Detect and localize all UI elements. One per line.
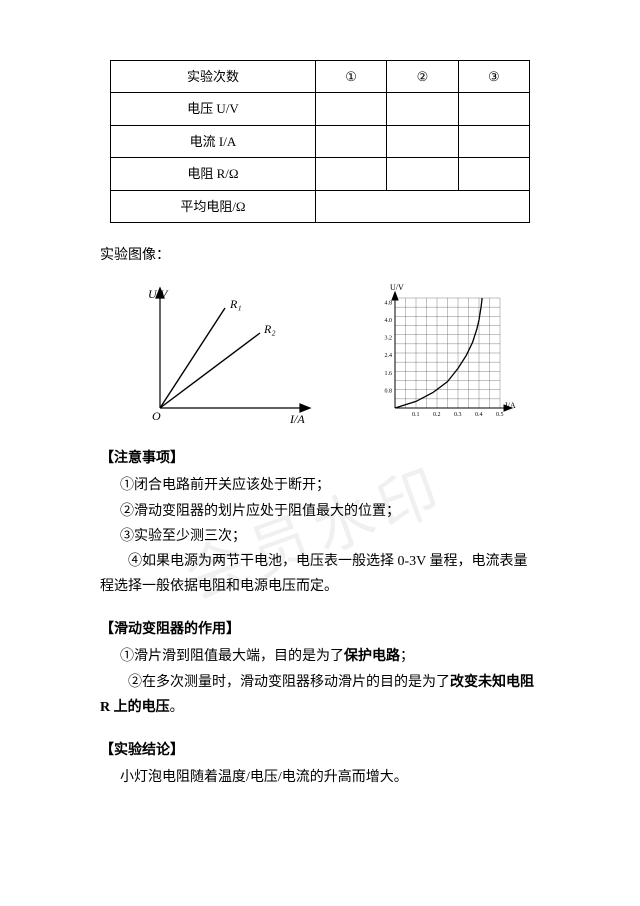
cell <box>458 93 529 125</box>
cell <box>458 158 529 190</box>
row-label: 电压 U/V <box>111 93 316 125</box>
row-label: 电阻 R/Ω <box>111 158 316 190</box>
col-header: ③ <box>458 61 529 93</box>
col-header: ② <box>387 61 458 93</box>
table-row: 电压 U/V <box>111 93 530 125</box>
text: ②在多次测量时，滑动变阻器移动滑片的目的是为了 <box>128 675 450 690</box>
x-axis-label: I/A <box>289 412 305 426</box>
image-section-label: 实验图像： <box>100 243 570 268</box>
col-header: 实验次数 <box>111 61 316 93</box>
row-label: 平均电阻/Ω <box>111 190 316 222</box>
svg-text:0.1: 0.1 <box>412 412 420 418</box>
cell <box>315 93 386 125</box>
line2-label: R₂ <box>263 322 276 336</box>
conclusion-text: 小灯泡电阻随着温度/电压/电流的升高而增大。 <box>120 765 570 790</box>
svg-text:0.8: 0.8 <box>385 389 393 395</box>
origin-label: O <box>152 409 161 423</box>
col-header: ① <box>315 61 386 93</box>
rheostat-heading: 【滑动变阻器的作用】 <box>100 617 570 642</box>
ui-line-chart: U/V I/A O R₁ R₂ <box>130 278 320 428</box>
bold-text: 保护电路 <box>344 649 400 664</box>
rheostat-item: ②在多次测量时，滑动变阻器移动滑片的目的是为了改变未知电阻 R 上的电压。 <box>100 670 540 720</box>
line1-label: R₁ <box>229 297 242 311</box>
text: 。 <box>170 700 184 715</box>
rheostat-item: ①滑片滑到阻值最大端，目的是为了保护电路； <box>120 644 570 669</box>
cell <box>387 93 458 125</box>
svg-text:0.4: 0.4 <box>475 412 483 418</box>
cell <box>458 125 529 157</box>
ui-grid-chart: U/V I/A 0.10.20.30.40.5 0.81.62.43.24.04… <box>360 278 520 428</box>
svg-text:1.6: 1.6 <box>385 371 393 377</box>
svg-text:4.0: 4.0 <box>385 318 393 324</box>
note-item: ④如果电源为两节干电池，电压表一般选择 0-3V 量程，电流表量程选择一般依据电… <box>100 549 540 599</box>
svg-text:2.4: 2.4 <box>385 353 393 359</box>
svg-text:3.2: 3.2 <box>385 336 393 342</box>
note-item: ②滑动变阻器的划片应处于阻值最大的位置； <box>120 499 570 524</box>
y-axis-label: U/V <box>390 283 404 292</box>
y-axis-label: U/V <box>148 287 169 301</box>
cell <box>387 158 458 190</box>
cell <box>315 158 386 190</box>
table-row: 电阻 R/Ω <box>111 158 530 190</box>
svg-text:0.5: 0.5 <box>496 412 504 418</box>
row-label: 电流 I/A <box>111 125 316 157</box>
text: ； <box>400 649 414 664</box>
data-table: 实验次数 ① ② ③ 电压 U/V 电流 I/A 电阻 R/Ω 平均电阻/Ω <box>110 60 530 223</box>
svg-text:4.8: 4.8 <box>385 301 393 307</box>
cell <box>387 125 458 157</box>
notes-heading: 【注意事项】 <box>100 446 570 471</box>
svg-text:0.2: 0.2 <box>433 412 441 418</box>
cell <box>315 190 529 222</box>
table-row: 电流 I/A <box>111 125 530 157</box>
conclusion-heading: 【实验结论】 <box>100 738 570 763</box>
table-row: 平均电阻/Ω <box>111 190 530 222</box>
svg-text:0.3: 0.3 <box>454 412 462 418</box>
text: ①滑片滑到阻值最大端，目的是为了 <box>120 649 344 664</box>
cell <box>315 125 386 157</box>
note-item: ①闭合电路前开关应该处于断开； <box>120 473 570 498</box>
note-item: ③实验至少测三次； <box>120 524 570 549</box>
charts-row: U/V I/A O R₁ R₂ U/V I/A 0.10.20.30.40.5 … <box>130 278 570 428</box>
table-header-row: 实验次数 ① ② ③ <box>111 61 530 93</box>
